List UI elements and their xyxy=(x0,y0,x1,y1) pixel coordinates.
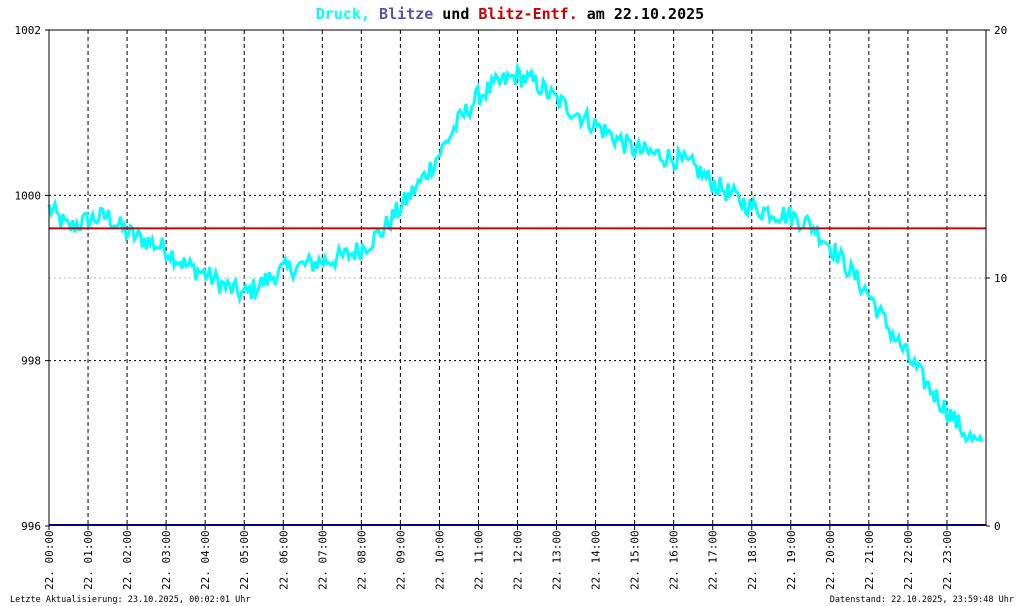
x-tick-label: 22. 17:00 xyxy=(707,530,720,590)
x-tick-label: 22. 22:00 xyxy=(902,530,915,590)
title-part: und xyxy=(433,5,469,23)
x-tick-label: 22. 02:00 xyxy=(121,530,134,590)
x-tick-label: 22. 15:00 xyxy=(629,530,642,590)
right-axis-ticks: 0 10 20 xyxy=(986,24,1007,533)
x-axis-ticks: 22. 00:00 22. 01:00 22. 02:00 22. 03:00 22. … xyxy=(43,526,954,590)
x-tick-label: 22. 04:00 xyxy=(199,530,212,590)
x-tick-label: 22. 00:00 xyxy=(43,530,56,590)
x-tick-label: 22. 01:00 xyxy=(82,530,95,590)
left-axis-ticks: 996 998 1000 1002 xyxy=(15,24,49,533)
footer-left: Letzte Aktualisierung: 23.10.2025, 00:02… xyxy=(10,595,251,605)
title-part: Blitze xyxy=(370,5,433,23)
x-tick-label: 22. 23:00 xyxy=(941,530,954,590)
title-part: Blitz-Entf. xyxy=(469,5,577,23)
right-tick-label: 10 xyxy=(994,272,1007,285)
grid-lines xyxy=(49,30,986,526)
x-tick-label: 22. 08:00 xyxy=(355,530,368,590)
series-layer xyxy=(47,61,986,526)
x-tick-label: 22. 21:00 xyxy=(863,530,876,590)
x-tick-label: 22. 05:00 xyxy=(238,530,251,590)
x-tick-label: 22. 09:00 xyxy=(394,530,407,590)
x-tick-label: 22. 12:00 xyxy=(512,530,525,590)
x-tick-label: 22. 03:00 xyxy=(160,530,173,590)
title-part: Druck, xyxy=(316,5,370,23)
x-tick-label: 22. 07:00 xyxy=(316,530,329,590)
x-tick-label: 22. 10:00 xyxy=(433,530,446,590)
title-part: am 22.10.2025 xyxy=(578,5,704,23)
x-tick-label: 22. 14:00 xyxy=(590,530,603,590)
x-tick-label: 22. 19:00 xyxy=(785,530,798,590)
right-tick-label: 20 xyxy=(994,24,1007,37)
x-tick-label: 22. 11:00 xyxy=(472,530,485,590)
x-tick-label: 22. 06:00 xyxy=(277,530,290,590)
right-tick-label: 0 xyxy=(994,520,1001,533)
left-tick-label: 1000 xyxy=(15,189,42,202)
chart-title: Druck, Blitze und Blitz-Entf. am 22.10.2… xyxy=(316,5,704,23)
x-tick-label: 22. 13:00 xyxy=(551,530,564,590)
x-tick-label: 22. 18:00 xyxy=(746,530,759,590)
left-tick-label: 1002 xyxy=(15,24,42,37)
series-druck-line xyxy=(47,61,984,445)
left-tick-label: 996 xyxy=(21,520,41,533)
x-tick-label: 22. 16:00 xyxy=(668,530,681,590)
footer-right: Datenstand: 22.10.2025, 23:59:48 Uhr xyxy=(830,595,1014,605)
left-tick-label: 998 xyxy=(21,355,41,368)
x-tick-label: 22. 20:00 xyxy=(824,530,837,590)
